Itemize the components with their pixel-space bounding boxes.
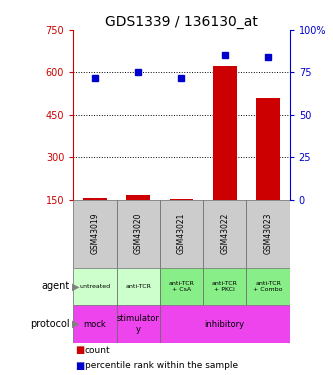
Text: agent: agent [42, 281, 70, 291]
Text: stimulator
y: stimulator y [117, 314, 160, 334]
Bar [73, 267, 117, 305]
Bar [213, 66, 237, 200]
Bar [246, 267, 290, 305]
Text: anti-TCR
+ CsA: anti-TCR + CsA [168, 281, 194, 292]
Bar [160, 305, 290, 343]
Bar [160, 267, 203, 305]
Bar [117, 200, 160, 267]
Bar [117, 305, 160, 343]
Bar [83, 198, 107, 200]
Text: GSM43023: GSM43023 [263, 213, 273, 254]
Text: GSM43022: GSM43022 [220, 213, 229, 254]
Text: ▶: ▶ [72, 319, 79, 329]
Bar [203, 200, 246, 267]
Text: count: count [85, 345, 111, 354]
Text: GSM43021: GSM43021 [177, 213, 186, 254]
Text: protocol: protocol [30, 319, 70, 329]
Text: anti-TCR: anti-TCR [125, 284, 151, 289]
Bar [246, 200, 290, 267]
Bar [203, 267, 246, 305]
Text: ▶: ▶ [72, 281, 79, 291]
Text: mock: mock [84, 320, 106, 328]
Text: ■: ■ [75, 345, 84, 355]
Text: GSM43020: GSM43020 [134, 213, 143, 254]
Text: percentile rank within the sample: percentile rank within the sample [85, 361, 238, 370]
Bar [117, 267, 160, 305]
Text: anti-TCR
+ PKCi: anti-TCR + PKCi [212, 281, 238, 292]
Bar [73, 200, 117, 267]
Text: anti-TCR
+ Combo: anti-TCR + Combo [253, 281, 283, 292]
Text: ■: ■ [75, 361, 84, 370]
Text: untreated: untreated [79, 284, 111, 289]
Title: GDS1339 / 136130_at: GDS1339 / 136130_at [105, 15, 258, 29]
Bar [169, 199, 193, 200]
Bar [160, 200, 203, 267]
Text: GSM43019: GSM43019 [90, 213, 100, 254]
Bar [256, 98, 280, 200]
Bar [73, 305, 117, 343]
Bar [126, 195, 150, 200]
Text: inhibitory: inhibitory [205, 320, 245, 328]
